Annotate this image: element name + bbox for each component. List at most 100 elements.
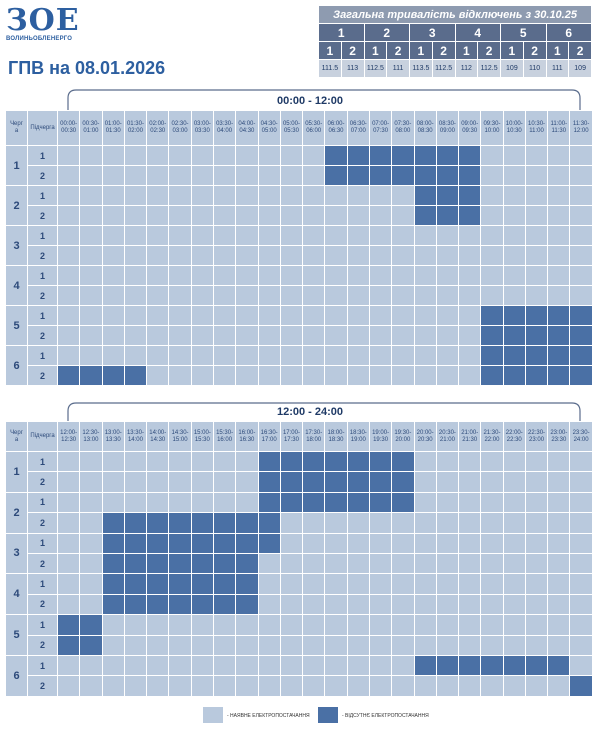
slot-header: 01:30- 02:00 (123, 110, 148, 146)
subqueue-label: 1 (27, 450, 58, 473)
schedule-cell (235, 532, 259, 554)
schedule-cell (413, 165, 437, 186)
schedule-cell (257, 471, 281, 493)
schedule-cell (346, 285, 370, 306)
schedule-cell (458, 512, 482, 534)
subqueue-label: 2 (27, 552, 58, 575)
queue-label: 3 (5, 225, 28, 266)
schedule-cell (346, 450, 370, 473)
schedule-cell (168, 185, 192, 206)
schedule-cell (190, 634, 214, 656)
schedule-cell (413, 205, 437, 226)
schedule-cell (324, 185, 348, 206)
slot-to: 13:30 (105, 436, 121, 443)
subqueue-label: 1 (27, 573, 58, 595)
schedule-cell (435, 225, 460, 246)
slot-to: 09:30 (462, 128, 478, 134)
schedule-cell (146, 593, 170, 616)
schedule-cell (569, 471, 593, 493)
schedule-cell (368, 285, 393, 306)
slot-header: 14:30- 15:00 (168, 421, 192, 452)
schedule-cell (279, 634, 304, 656)
slot-from: 03:00- (193, 121, 211, 127)
schedule-cell (480, 654, 504, 677)
slot-header: 06:30- 07:00 (346, 110, 370, 146)
schedule-cell (368, 532, 393, 554)
schedule-cell (524, 634, 549, 656)
schedule-cell (279, 675, 304, 697)
schedule-cell (346, 552, 370, 575)
slot-header: 17:30- 18:00 (302, 421, 326, 452)
slot-from: 18:00- (327, 429, 345, 436)
schedule-cell (235, 654, 259, 677)
schedule-cell (368, 573, 393, 595)
slot-header: 18:30- 19:00 (346, 421, 370, 452)
schedule-cell (190, 285, 214, 306)
queue-label: 5 (500, 23, 547, 42)
schedule-cell (368, 512, 393, 534)
slot-header: 17:00- 17:30 (279, 421, 304, 452)
slot-from: 10:30- (528, 121, 546, 127)
schedule-cell (502, 450, 526, 473)
schedule-cell (524, 654, 549, 677)
schedule-cell (101, 305, 125, 326)
schedule-cell (279, 614, 304, 636)
schedule-cell (569, 285, 593, 306)
schedule-cell (458, 245, 482, 266)
schedule-cell (123, 265, 148, 286)
subqueue-header: Підчерга (27, 421, 58, 452)
schedule-cell (123, 305, 148, 326)
schedule-cell (79, 305, 103, 326)
subqueue-label: 2 (340, 41, 365, 60)
slot-header: 19:30- 20:00 (391, 421, 415, 452)
schedule-cell (413, 325, 437, 346)
schedule-cell (324, 532, 348, 554)
schedule-cell (413, 305, 437, 326)
schedule-cell (212, 145, 237, 166)
schedule-cell (458, 165, 482, 186)
schedule-cell (547, 325, 571, 346)
schedule-cell (502, 471, 526, 493)
slot-header: 06:00- 06:30 (324, 110, 348, 146)
slot-to: 06:30 (328, 128, 344, 134)
schedule-cell (547, 245, 571, 266)
schedule-cell (302, 285, 326, 306)
schedule-cell (569, 345, 593, 366)
schedule-cell (547, 512, 571, 534)
slot-header: 13:00- 13:30 (101, 421, 125, 452)
schedule-cell (279, 165, 304, 186)
slot-to: 03:00 (172, 128, 188, 134)
slot-to: 13:00 (83, 436, 99, 443)
slot-to: 24:00 (573, 436, 589, 443)
schedule-cell (569, 532, 593, 554)
schedule-cell (146, 305, 170, 326)
schedule-cell (502, 185, 526, 206)
slot-header: 15:30- 16:00 (212, 421, 237, 452)
schedule-cell (502, 305, 526, 326)
schedule-cell (257, 593, 281, 616)
schedule-table: Черг а Підчерга 12:00- 12:30 12:30- 13:00 13:00… (5, 421, 593, 697)
schedule-cell (123, 245, 148, 266)
schedule-cell (257, 552, 281, 575)
schedule-cell (190, 265, 214, 286)
schedule-cell (368, 675, 393, 697)
schedule-cell (123, 325, 148, 346)
schedule-cell (547, 225, 571, 246)
legend-swatch (203, 707, 223, 723)
schedule-cell (435, 245, 460, 266)
schedule-cell (190, 145, 214, 166)
slot-header: 23:00- 23:30 (547, 421, 571, 452)
schedule-row: 2 (6, 512, 593, 534)
schedule-cell (56, 450, 81, 473)
schedule-cell (302, 491, 326, 514)
schedule-cell (257, 345, 281, 366)
schedule-cell (212, 305, 237, 326)
schedule-cell (56, 265, 81, 286)
slot-from: 14:00- (149, 429, 167, 436)
schedule-cell (435, 365, 460, 386)
schedule-cell (547, 552, 571, 575)
slot-from: 09:00- (461, 121, 479, 127)
schedule-cell (368, 145, 393, 166)
schedule-cell (235, 185, 259, 206)
